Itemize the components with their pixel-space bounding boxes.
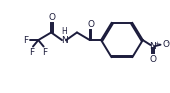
- Text: O: O: [150, 55, 157, 64]
- Text: O: O: [48, 13, 55, 22]
- Text: F: F: [23, 36, 28, 45]
- Text: O: O: [87, 20, 94, 29]
- Text: +: +: [154, 41, 160, 46]
- Text: -: -: [166, 40, 169, 45]
- Text: F: F: [30, 48, 35, 57]
- Text: O: O: [162, 40, 169, 49]
- Text: F: F: [42, 48, 47, 57]
- Text: N: N: [61, 36, 67, 45]
- Text: H: H: [61, 27, 67, 36]
- Text: N: N: [149, 42, 156, 51]
